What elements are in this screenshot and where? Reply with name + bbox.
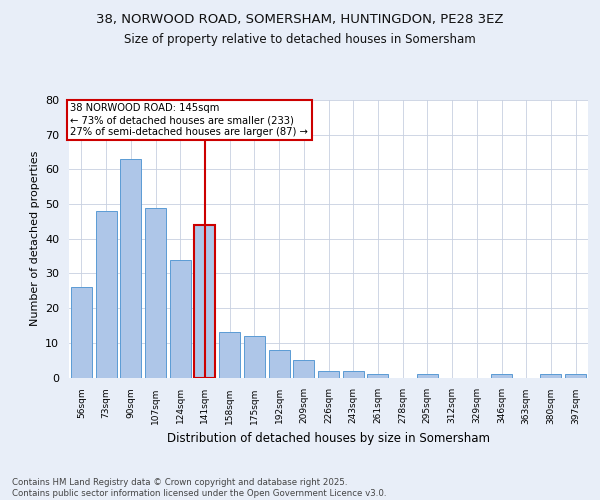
Bar <box>343 370 364 378</box>
Bar <box>71 288 92 378</box>
Bar <box>194 225 215 378</box>
Bar <box>170 260 191 378</box>
Bar <box>95 211 116 378</box>
X-axis label: Distribution of detached houses by size in Somersham: Distribution of detached houses by size … <box>167 432 490 445</box>
Bar <box>269 350 290 378</box>
Bar <box>293 360 314 378</box>
Bar <box>367 374 388 378</box>
Text: Contains HM Land Registry data © Crown copyright and database right 2025.
Contai: Contains HM Land Registry data © Crown c… <box>12 478 386 498</box>
Bar <box>541 374 562 378</box>
Bar <box>120 159 141 378</box>
Y-axis label: Number of detached properties: Number of detached properties <box>29 151 40 326</box>
Text: Size of property relative to detached houses in Somersham: Size of property relative to detached ho… <box>124 32 476 46</box>
Text: 38, NORWOOD ROAD, SOMERSHAM, HUNTINGDON, PE28 3EZ: 38, NORWOOD ROAD, SOMERSHAM, HUNTINGDON,… <box>96 12 504 26</box>
Bar <box>318 370 339 378</box>
Text: 38 NORWOOD ROAD: 145sqm
← 73% of detached houses are smaller (233)
27% of semi-d: 38 NORWOOD ROAD: 145sqm ← 73% of detache… <box>70 104 308 136</box>
Bar <box>491 374 512 378</box>
Bar <box>145 208 166 378</box>
Bar <box>219 332 240 378</box>
Bar <box>565 374 586 378</box>
Bar <box>244 336 265 378</box>
Bar <box>417 374 438 378</box>
